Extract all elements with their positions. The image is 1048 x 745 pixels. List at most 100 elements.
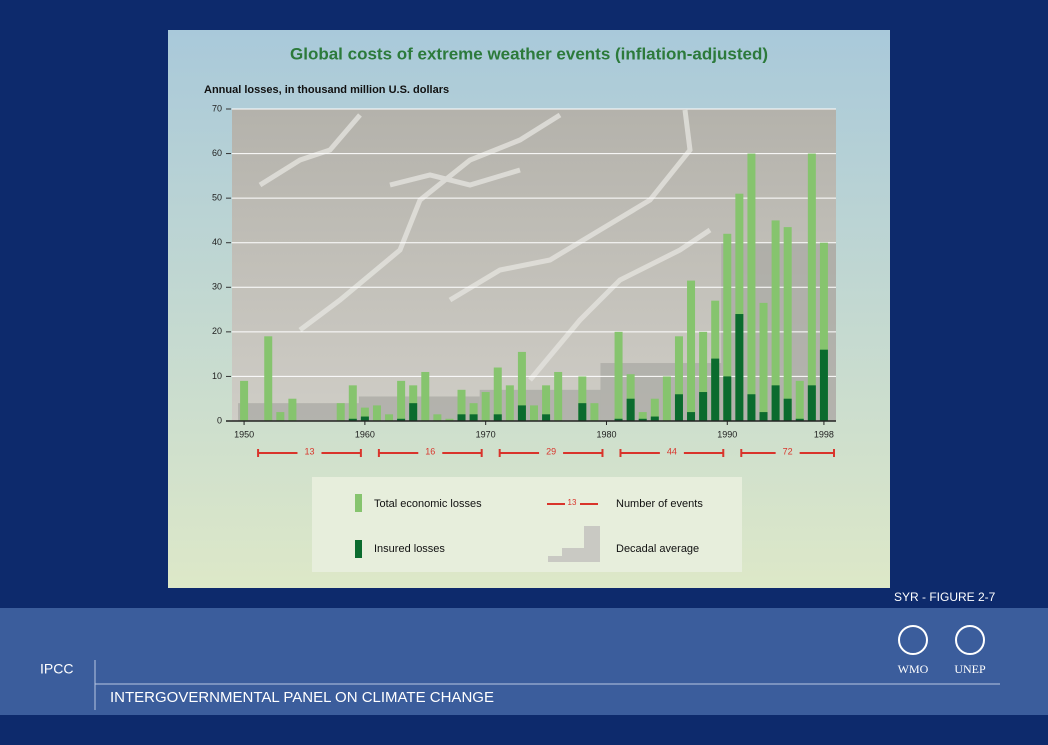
org-long: INTERGOVERNMENTAL PANEL ON CLIMATE CHANG… [110,689,494,706]
total-bar [674,336,683,421]
events-bracket: 72 [740,446,835,457]
insured-bar [723,376,732,421]
insured-bar [783,398,792,421]
insured-bar [542,414,551,421]
legend-box [312,477,742,572]
insured-bar [650,416,659,421]
total-bar [638,412,647,421]
insured-bar [457,414,466,421]
insured-bar [614,418,623,421]
total-bar [783,227,792,421]
total-bar [336,403,345,421]
total-bar [240,380,249,421]
total-bar [397,380,406,421]
insured-bar [348,418,357,421]
total-bar [493,367,502,421]
x-tick-label: 1980 [596,429,616,439]
events-label: 13 [304,446,314,456]
total-bar [469,403,478,421]
x-tick-label: 1950 [234,429,254,439]
x-tick-label: 1990 [717,429,737,439]
insured-bar [517,405,526,421]
insured-bar [807,385,816,421]
x-tick-label: 1998 [814,429,834,439]
insured-bar [687,412,696,421]
total-bar [554,371,563,421]
total-bar [372,405,381,421]
total-bar [687,280,696,421]
total-bar [650,398,659,421]
legend-label: Decadal average [616,543,699,555]
total-bar [288,398,297,421]
org-short: IPCC [40,661,73,677]
legend-swatch-decadal [548,526,600,562]
events-bracket: 13 [257,446,362,457]
y-tick-label: 20 [212,326,222,336]
wmo-logo [898,625,928,655]
x-tick-label: 1960 [355,429,375,439]
insured-bar [360,416,369,421]
total-bar [626,374,635,421]
insured-bar [795,418,804,421]
y-tick-label: 40 [212,237,222,247]
events-bracket: 44 [619,446,725,457]
y-tick-label: 10 [212,371,222,381]
insured-bar [626,398,635,421]
insured-bar [747,394,756,421]
legend-label: Number of events [616,498,703,510]
legend-swatch-total [355,494,362,512]
total-bar [348,385,357,421]
insured-bar [711,358,720,421]
y-tick-label: 50 [212,193,222,203]
insured-bar [771,385,780,421]
total-bar [590,403,599,421]
insured-bar [469,414,478,421]
insured-bar [493,414,502,421]
y-tick-label: 60 [212,148,222,158]
total-bar [445,418,454,421]
unep-label: UNEP [954,662,986,676]
events-label: 44 [667,446,677,456]
total-bar [699,331,708,421]
total-bar [819,242,828,421]
total-bar [421,371,430,421]
y-tick-label: 0 [217,415,222,425]
legend-swatch-insured [355,540,362,558]
y-tick-label: 70 [212,103,222,113]
insured-bar [397,418,406,421]
total-bar [264,336,273,421]
total-bar [662,376,671,421]
events-label: 72 [783,446,793,456]
x-tick-label: 1970 [476,429,496,439]
chart-title: Global costs of extreme weather events (… [290,44,768,63]
legend-label: Insured losses [374,543,445,555]
events-label: 29 [546,446,556,456]
total-bar [505,385,514,421]
insured-bar [699,392,708,421]
total-bar [771,220,780,421]
total-bar [795,380,804,421]
lightning-decoration [258,109,712,382]
total-bar [747,153,756,422]
insured-bar [578,403,587,421]
total-bar [542,385,551,421]
total-bar [723,233,732,421]
insured-bar [674,394,683,421]
unep-logo [955,625,985,655]
total-bar [578,376,587,421]
y-tick-label: 30 [212,282,222,292]
total-bar [807,153,816,422]
total-bar [481,392,490,421]
y-axis-label: Annual losses, in thousand million U.S. … [204,84,449,96]
plot-layer [226,108,836,422]
legend-label: Total economic losses [374,498,482,510]
wmo-label: WMO [898,662,929,676]
insured-bar [735,314,744,421]
total-bar [517,351,526,421]
total-bar [360,407,369,421]
total-bar [759,302,768,421]
figure-id: SYR - FIGURE 2-7 [894,590,996,604]
insured-bar [819,349,828,421]
legend-events-sample: 13 [568,498,577,507]
